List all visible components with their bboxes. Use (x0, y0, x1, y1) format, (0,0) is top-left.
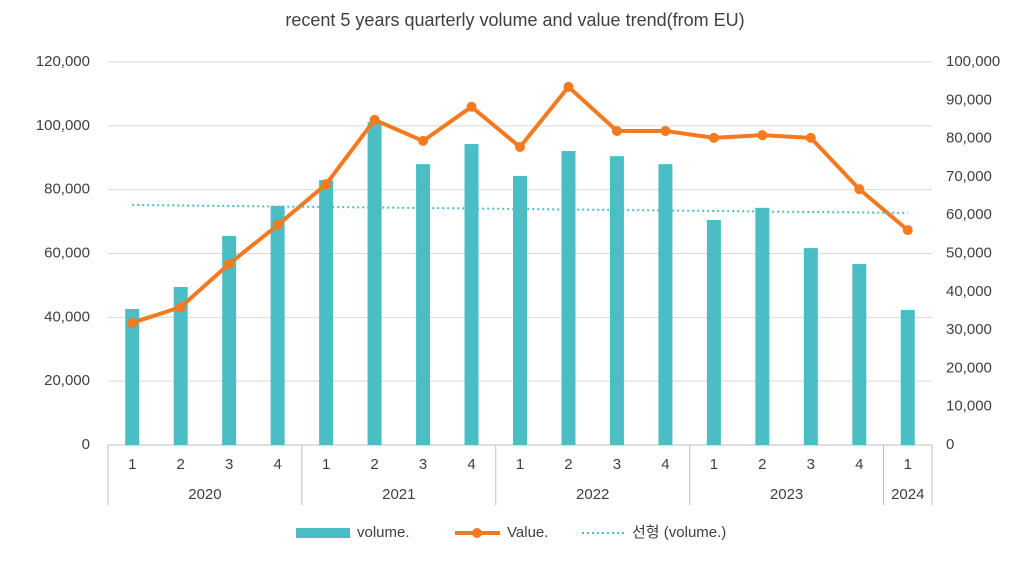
y-tick-label: 0 (82, 436, 90, 453)
y2-tick-label: 10,000 (946, 398, 992, 415)
bar (222, 235, 237, 445)
y2-tick-label: 50,000 (946, 244, 992, 261)
legend-swatch (296, 528, 350, 538)
bar (125, 309, 140, 445)
line-marker (708, 132, 719, 143)
line-marker (369, 114, 380, 125)
y-tick-label: 20,000 (44, 372, 90, 389)
bar (319, 180, 334, 445)
group-label: 2023 (770, 486, 803, 503)
line-marker (515, 142, 525, 153)
bar (658, 164, 673, 445)
x-tick-label: 1 (710, 456, 718, 473)
line-marker (272, 220, 283, 231)
bar (706, 219, 721, 445)
y2-tick-label: 20,000 (946, 359, 992, 376)
y-tick-label: 60,000 (44, 244, 90, 261)
x-tick-label: 2 (177, 456, 185, 473)
x-tick-label: 4 (661, 456, 669, 473)
x-tick-label: 2 (370, 456, 378, 473)
y2-tick-label: 60,000 (946, 206, 992, 223)
line-marker (418, 135, 429, 146)
line-marker (466, 101, 477, 112)
y2-tick-label: 80,000 (946, 130, 992, 147)
x-tick-label: 3 (225, 456, 233, 473)
x-tick-label: 2 (758, 456, 766, 473)
line-marker (321, 179, 332, 190)
y2-tick-label: 100,000 (946, 53, 1000, 70)
line-marker (175, 302, 186, 313)
bar (173, 287, 188, 445)
line-marker (224, 258, 235, 269)
legend-label: Value. (507, 524, 548, 541)
y2-tick-label: 90,000 (946, 91, 992, 108)
x-tick-label: 4 (467, 456, 475, 473)
y2-tick-label: 70,000 (946, 168, 992, 185)
chart-title: recent 5 years quarterly volume and valu… (285, 10, 744, 30)
group-label: 2021 (382, 486, 415, 503)
trend-line (132, 203, 908, 214)
bar (852, 264, 867, 445)
x-tick-label: 4 (855, 456, 863, 473)
x-tick-label: 3 (807, 456, 815, 473)
bar (513, 175, 527, 445)
x-tick-label: 3 (613, 456, 621, 473)
bar (609, 156, 624, 445)
group-label: 2020 (188, 486, 221, 503)
line-marker (660, 125, 671, 136)
line-marker (854, 184, 865, 195)
x-tick-label: 1 (128, 456, 136, 473)
x-tick-label: 3 (419, 456, 427, 473)
bar (561, 151, 576, 446)
bar (367, 122, 382, 446)
x-tick-label: 4 (273, 456, 281, 473)
y-tick-label: 80,000 (44, 181, 90, 198)
group-label: 2024 (891, 486, 924, 503)
line-marker (902, 225, 913, 236)
bar (270, 205, 285, 445)
line-marker (127, 317, 138, 328)
x-tick-label: 1 (516, 456, 524, 473)
x-tick-label: 2 (564, 456, 572, 473)
y-tick-label: 40,000 (44, 308, 90, 325)
legend-label: 선형 (volume.) (632, 524, 726, 541)
bar (416, 164, 431, 445)
y2-tick-label: 40,000 (946, 283, 992, 300)
line-marker (805, 132, 816, 143)
x-tick-label: 1 (322, 456, 330, 473)
legend-marker (472, 528, 482, 538)
line-marker (563, 81, 574, 92)
line-marker (757, 130, 768, 141)
legend-label: volume. (357, 524, 410, 541)
bar (755, 207, 770, 445)
bar (464, 144, 479, 446)
y2-tick-label: 30,000 (946, 321, 992, 338)
y2-tick-label: 0 (946, 436, 954, 453)
y-tick-label: 120,000 (36, 53, 90, 70)
bar (803, 248, 818, 445)
bar (900, 309, 915, 445)
line-marker (611, 125, 622, 136)
x-tick-label: 1 (904, 456, 912, 473)
y-tick-label: 100,000 (36, 117, 90, 134)
group-label: 2022 (576, 486, 609, 503)
